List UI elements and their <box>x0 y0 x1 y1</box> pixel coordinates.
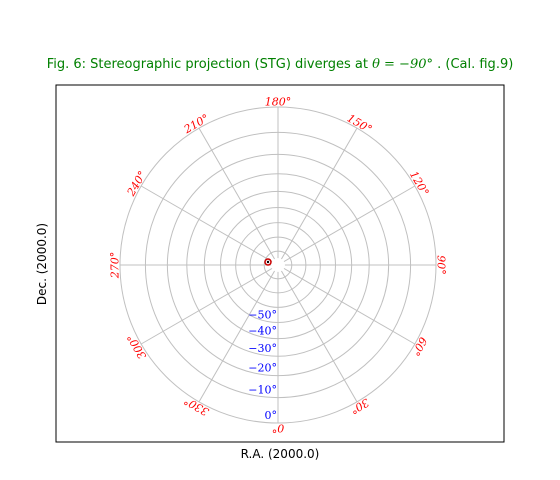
longitude-meridian <box>281 270 358 403</box>
latitude-tick-label: −30° <box>248 342 277 355</box>
latitude-tick-label: −40° <box>248 325 277 338</box>
chart-title-math: θ = −90° <box>372 57 433 72</box>
longitude-tick-label: 30° <box>348 396 371 417</box>
longitude-tick-label: 270° <box>109 252 122 280</box>
plot-frame <box>55 84 505 443</box>
longitude-tick-label: 180° <box>265 96 292 109</box>
markers <box>264 258 272 266</box>
latitude-tick-label: −50° <box>248 309 277 322</box>
longitude-tick-label: 240° <box>124 169 149 199</box>
chart-title: Fig. 6: Stereographic projection (STG) d… <box>0 57 560 72</box>
chart-title-prefix: Fig. 6: Stereographic projection (STG) d… <box>46 57 373 72</box>
x-axis-label: R.A. (2000.0) <box>240 447 320 461</box>
longitude-meridian <box>198 127 275 260</box>
y-axis-label: Dec. (2000.0) <box>35 222 49 306</box>
reference-marker <box>264 258 272 266</box>
latitude-tick-label: −10° <box>248 384 277 397</box>
longitude-meridian <box>283 268 416 345</box>
longitude-meridian <box>198 270 275 403</box>
reference-marker-dot <box>266 260 270 264</box>
latitude-tick-label: 0° <box>265 409 278 422</box>
longitude-tick-label: 90° <box>435 255 448 275</box>
longitude-tick-label: 210° <box>181 112 211 137</box>
longitude-tick-label: 330° <box>182 394 211 419</box>
longitude-tick-label: 0° <box>272 422 285 435</box>
longitude-tick-label: 120° <box>407 169 432 198</box>
longitude-tick-label: 300° <box>125 332 150 361</box>
longitude-meridian <box>281 127 358 260</box>
chart-title-suffix: . (Cal. fig.9) <box>432 57 514 72</box>
longitude-meridian <box>140 268 273 345</box>
longitude-meridian <box>140 185 273 262</box>
graticule <box>119 106 437 424</box>
latitude-labels: 0° −10° −20° −30° −40° −50° <box>248 309 277 422</box>
longitude-tick-label: 150° <box>345 112 374 137</box>
longitude-meridian <box>283 185 416 262</box>
longitude-tick-label: 60° <box>409 335 430 358</box>
latitude-tick-label: −20° <box>248 362 277 375</box>
